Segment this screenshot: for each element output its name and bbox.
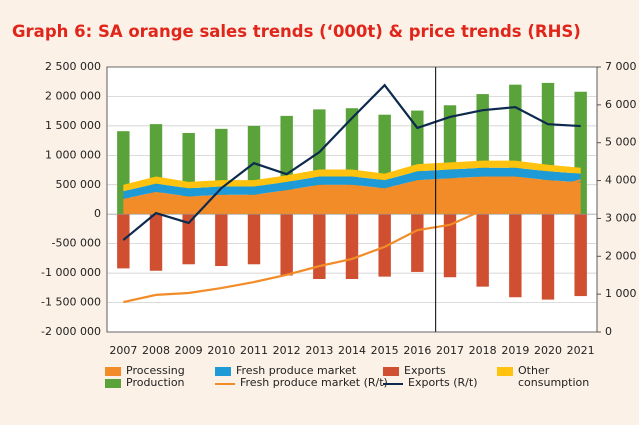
legend-label: Exports [404, 364, 446, 377]
bar [117, 214, 130, 269]
x-tick-label: 2007 [109, 344, 137, 357]
y2-tick-label: 6 000 [605, 98, 637, 111]
legend-item: Exports (R/t) [383, 377, 477, 389]
legend-label: Exports (R/t) [408, 376, 478, 389]
legend-swatch [383, 383, 403, 385]
bar [443, 214, 457, 278]
bar [476, 214, 489, 287]
legend-label: Fresh produce market (R/t) [240, 376, 388, 389]
legend-swatch [215, 367, 231, 376]
bar [411, 214, 424, 272]
y2-tick-label: 7 000 [605, 60, 637, 73]
x-tick-label: 2020 [534, 344, 562, 357]
legend-item: Fresh produce market (R/t) [215, 377, 388, 389]
x-tick-label: 2012 [273, 344, 301, 357]
legend-swatch [105, 367, 121, 376]
bar [313, 214, 326, 279]
legend-label: Fresh produce market [236, 364, 357, 377]
bar [149, 214, 163, 271]
y2-tick-label: 0 [605, 325, 612, 338]
legend-swatch [105, 379, 121, 388]
y-tick-label: 2 500 000 [45, 60, 101, 73]
y-tick-label: 1 500 000 [45, 119, 101, 132]
x-tick-label: 2011 [240, 344, 268, 357]
line [123, 179, 581, 304]
area [123, 167, 581, 199]
y-tick-label: -2 000 000 [41, 325, 101, 338]
legend-item: Processing [105, 365, 185, 377]
y-tick-label: 0 [94, 207, 101, 220]
x-tick-label: 2010 [207, 344, 235, 357]
y2-tick-label: 5 000 [605, 136, 637, 149]
y2-tick-label: 3 000 [605, 211, 637, 224]
y-tick-label: -1 000 000 [41, 266, 101, 279]
x-tick-label: 2015 [371, 344, 399, 357]
legend-item: Exports [383, 365, 446, 377]
bar [509, 214, 522, 298]
plot-border [106, 66, 598, 333]
bar [215, 214, 228, 267]
bar [247, 214, 261, 265]
x-tick-label: 2018 [469, 344, 497, 357]
line [122, 83, 581, 241]
legend-swatch [215, 383, 235, 385]
x-tick-label: 2013 [305, 344, 333, 357]
legend-label: Production [126, 376, 185, 389]
y2-tick-label: 4 000 [605, 174, 637, 187]
x-tick-label: 2017 [436, 344, 464, 357]
legend-swatch [497, 367, 513, 376]
y-tick-label: 500 000 [56, 178, 102, 191]
legend-label: Processing [126, 364, 185, 377]
bar [345, 214, 359, 279]
chart-title: Graph 6: SA orange sales trends (‘000t) … [12, 22, 581, 41]
legend-swatch [383, 367, 399, 376]
y-tick-label: 2 000 000 [45, 89, 101, 102]
area [123, 160, 581, 192]
x-tick-label: 2014 [338, 344, 366, 357]
x-tick-label: 2019 [501, 344, 529, 357]
legend-item: Other consumption [497, 365, 627, 389]
y2-tick-label: 1 000 [605, 287, 637, 300]
bar [574, 214, 587, 297]
bar [378, 214, 391, 277]
y-tick-label: -500 000 [52, 237, 101, 250]
y-tick-label: 1 000 000 [45, 148, 101, 161]
bar [280, 214, 293, 276]
legend-item: Production [105, 377, 185, 389]
y2-tick-label: 2 000 [605, 249, 637, 262]
bar [541, 214, 555, 300]
x-tick-label: 2021 [567, 344, 595, 357]
area [123, 176, 581, 215]
x-tick-label: 2009 [175, 344, 203, 357]
bar [182, 214, 195, 265]
legend-item: Fresh produce market [215, 365, 356, 377]
y-tick-label: -1 500 000 [41, 296, 101, 309]
chart: -2 000 000 -1 500 000 -1 000 000 -500 000 0 5… [41, 60, 637, 357]
x-tick-label: 2008 [142, 344, 170, 357]
x-tick-label: 2016 [403, 344, 431, 357]
legend-label: Other consumption [518, 364, 590, 389]
